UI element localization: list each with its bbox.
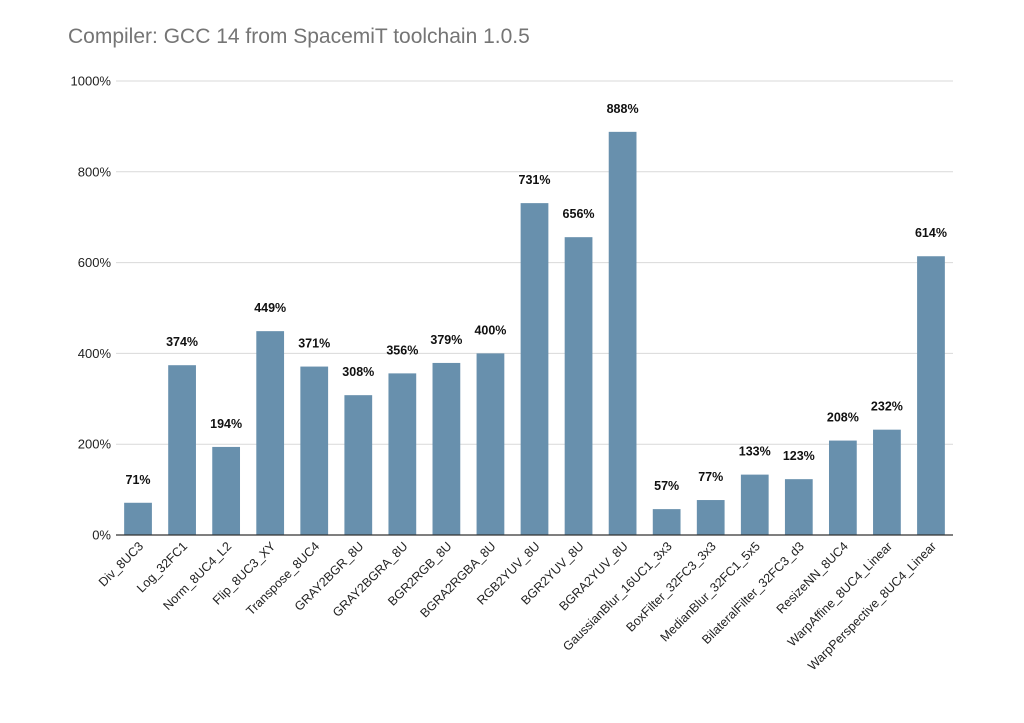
data-labels: 71% 374% 194% 449% 371% 308% 356% 379% 400% 731% 6… <box>126 102 947 493</box>
data-label: 400% <box>474 323 506 337</box>
bar <box>212 446 241 535</box>
bar <box>256 331 285 535</box>
x-tick-label: GRAY2BGRA_8U <box>330 539 410 619</box>
bar <box>344 395 373 535</box>
bar <box>388 373 417 535</box>
bar <box>476 353 505 535</box>
data-label: 356% <box>386 343 418 357</box>
bar <box>168 365 196 535</box>
data-label: 208% <box>827 411 859 425</box>
bar <box>124 502 152 535</box>
y-tick-label: 1000% <box>71 74 112 89</box>
bar <box>873 429 901 535</box>
bar <box>520 203 549 535</box>
bar <box>917 256 945 535</box>
data-label: 57% <box>654 479 679 493</box>
bar <box>740 474 769 535</box>
x-axis-ticks: Div_8UC3Log_32FC1Norm_8UC4_L2Flip_8UC3_X… <box>96 539 939 673</box>
y-tick-label: 400% <box>78 346 112 361</box>
bar <box>564 237 593 535</box>
data-label: 888% <box>607 102 639 116</box>
bars <box>124 131 945 535</box>
bar <box>696 500 725 535</box>
bar <box>300 366 329 535</box>
data-label: 379% <box>430 333 462 347</box>
bar <box>784 479 813 535</box>
bar <box>608 131 637 535</box>
bar <box>828 440 857 535</box>
data-label: 232% <box>871 400 903 414</box>
bar <box>432 362 461 535</box>
data-label: 656% <box>563 207 595 221</box>
y-tick-label: 600% <box>78 255 112 270</box>
data-label: 308% <box>342 365 374 379</box>
data-label: 71% <box>126 473 151 487</box>
y-axis-ticks: 0% 200% 400% 600% 800% 1000% <box>71 74 112 543</box>
data-label: 731% <box>519 173 551 187</box>
data-label: 194% <box>210 417 242 431</box>
x-tick-label: BGRA2RGBA_8U <box>417 539 498 620</box>
chart-title: Compiler: GCC 14 from SpacemiT toolchain… <box>68 25 530 48</box>
data-label: 449% <box>254 301 286 315</box>
data-label: 374% <box>166 335 198 349</box>
data-label: 77% <box>698 470 723 484</box>
y-tick-label: 800% <box>78 164 112 179</box>
y-tick-label: 200% <box>78 437 112 452</box>
y-tick-label: 0% <box>92 528 111 543</box>
data-label: 123% <box>783 449 815 463</box>
bar <box>652 509 681 535</box>
data-label: 133% <box>739 445 771 459</box>
data-label: 371% <box>298 337 330 351</box>
data-label: 614% <box>915 226 947 240</box>
